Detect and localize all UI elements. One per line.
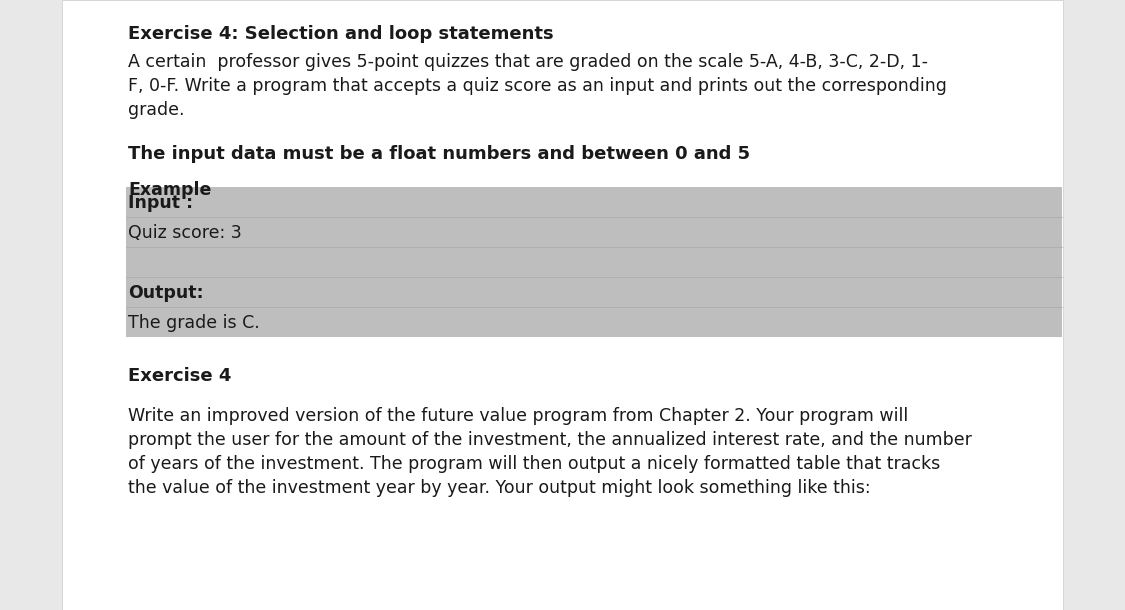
Text: Exercise 4: Exercise 4 (128, 367, 232, 385)
Text: Output:: Output: (128, 284, 204, 302)
Text: Input :: Input : (128, 194, 194, 212)
Text: The input data must be a float numbers and between 0 and 5: The input data must be a float numbers a… (128, 145, 750, 163)
Text: F, 0-F. Write a program that accepts a quiz score as an input and prints out the: F, 0-F. Write a program that accepts a q… (128, 77, 947, 95)
Text: Example: Example (128, 181, 212, 199)
Text: Write an improved version of the future value program from Chapter 2. Your progr: Write an improved version of the future … (128, 407, 908, 425)
Text: prompt the user for the amount of the investment, the annualized interest rate, : prompt the user for the amount of the in… (128, 431, 972, 449)
Text: Exercise 4: Selection and loop statements: Exercise 4: Selection and loop statement… (128, 25, 554, 43)
Text: A certain  professor gives 5-point quizzes that are graded on the scale 5-A, 4-B: A certain professor gives 5-point quizze… (128, 53, 928, 71)
Text: Quiz score: 3: Quiz score: 3 (128, 224, 242, 242)
Text: of years of the investment. The program will then output a nicely formatted tabl: of years of the investment. The program … (128, 455, 940, 473)
Text: The grade is C.: The grade is C. (128, 314, 260, 332)
Text: grade.: grade. (128, 101, 184, 119)
Bar (126, 187, 1062, 337)
Text: the value of the investment year by year. Your output might look something like : the value of the investment year by year… (128, 479, 871, 497)
